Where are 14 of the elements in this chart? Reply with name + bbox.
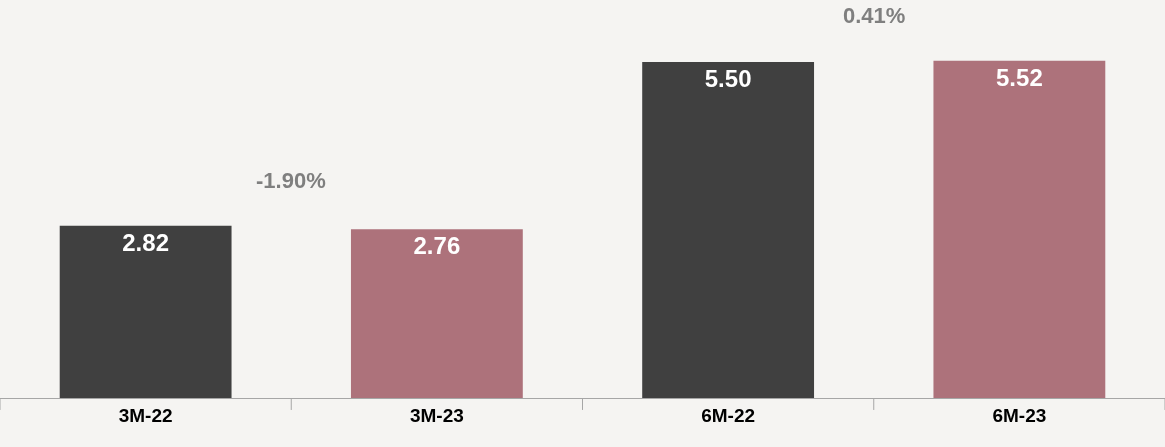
text: 0.41%	[843, 3, 906, 28]
data-label: 5.52	[996, 63, 1043, 91]
bar	[642, 61, 815, 398]
annotation: -1.90%	[256, 168, 326, 193]
data-label: 5.50	[704, 64, 752, 92]
x-tick-label: 3M-22	[118, 404, 173, 426]
bar	[933, 60, 1106, 398]
x-tick-label: 6M-23	[992, 404, 1047, 426]
x-tick-label: 6M-22	[701, 404, 756, 426]
x-tick-label: 3M-23	[409, 404, 464, 426]
bar	[350, 229, 523, 398]
data-label: 2.82	[122, 228, 169, 256]
data-label: 2.76	[413, 232, 461, 260]
bar	[59, 225, 232, 398]
